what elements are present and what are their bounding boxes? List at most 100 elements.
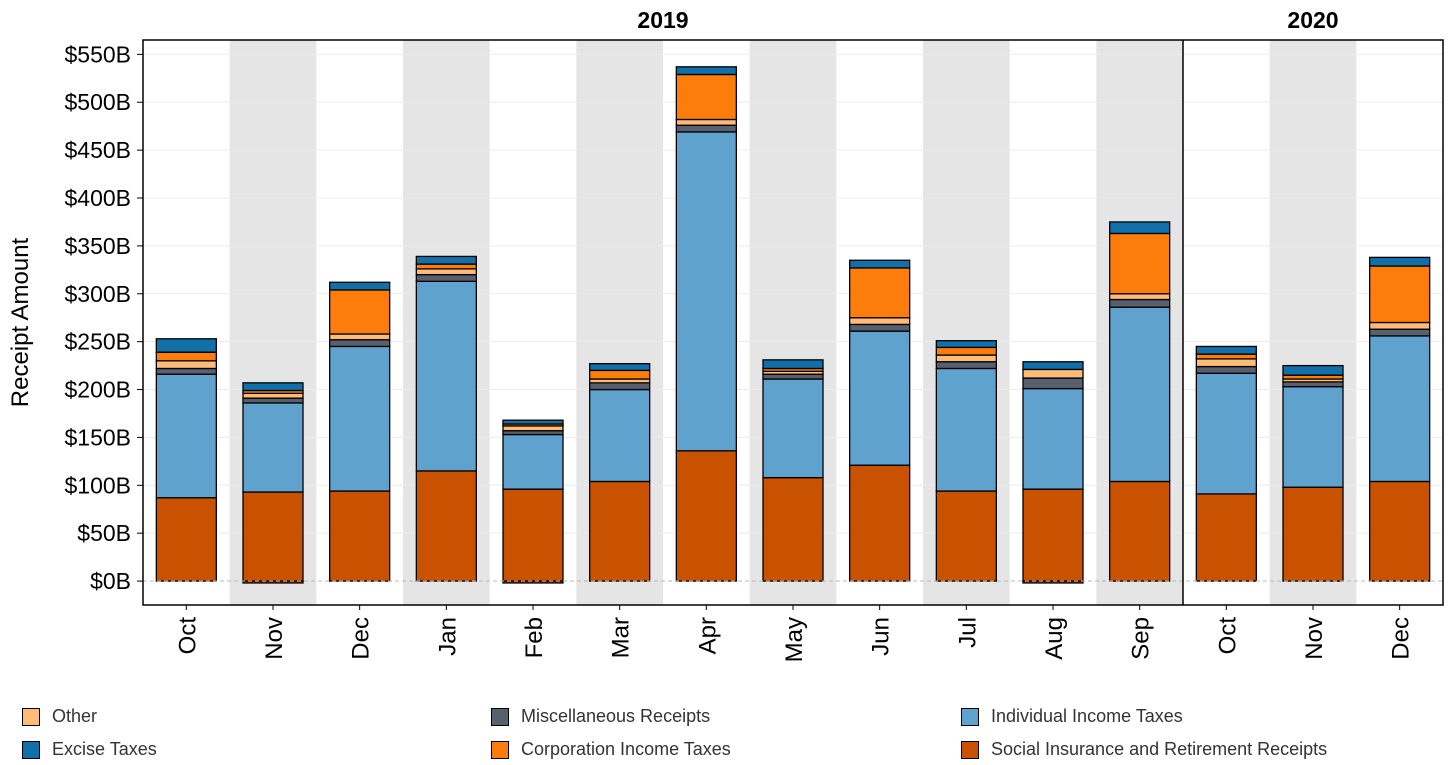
bar-segment bbox=[675, 118, 737, 126]
y-axis-label: Receipt Amount bbox=[7, 237, 34, 407]
x-tick-label: Dec bbox=[348, 617, 375, 660]
x-tick-label: Sep bbox=[1128, 617, 1155, 660]
bar-segment bbox=[1109, 293, 1171, 301]
bar-segment bbox=[242, 392, 304, 399]
legend-item-excise-taxes: Excise Taxes bbox=[22, 739, 157, 760]
bar-segment bbox=[675, 131, 737, 452]
bar-segment bbox=[1109, 221, 1171, 235]
bar-segment bbox=[849, 330, 911, 466]
legend-item-miscellaneous-receipts: Miscellaneous Receipts bbox=[491, 706, 710, 727]
bar-segment bbox=[675, 450, 737, 582]
legend-swatch-miscellaneous-receipts bbox=[491, 707, 509, 726]
bar-segment bbox=[1282, 386, 1344, 488]
bar-segment bbox=[762, 373, 824, 380]
y-tick-label: $300B bbox=[64, 281, 131, 307]
x-tick-label: Apr bbox=[694, 617, 721, 654]
bar-segment bbox=[1022, 488, 1084, 582]
bar-segment bbox=[415, 280, 477, 472]
bar-segment bbox=[329, 289, 391, 335]
legend-item-individual-income-taxes: Individual Income Taxes bbox=[961, 706, 1183, 727]
bar-segment bbox=[329, 345, 391, 492]
legend-item-other: Other bbox=[22, 706, 97, 727]
bar-segment bbox=[935, 490, 997, 582]
bar-segment bbox=[1282, 381, 1344, 388]
bar-segment bbox=[1109, 480, 1171, 582]
x-tick-label: Nov bbox=[1301, 617, 1328, 660]
year-label: 2020 bbox=[1287, 7, 1338, 33]
legend-label-social-insurance-and-retirement-receipts: Social Insurance and Retirement Receipts bbox=[991, 739, 1328, 759]
bar-segment bbox=[935, 367, 997, 492]
bar-segment bbox=[1022, 368, 1084, 379]
y-tick-label: $350B bbox=[64, 233, 131, 259]
bar-segment bbox=[675, 124, 737, 133]
bar-segment bbox=[155, 351, 217, 362]
bar-segment bbox=[242, 491, 304, 582]
x-tick-label: Oct bbox=[1214, 617, 1241, 655]
bar-segment bbox=[1195, 353, 1257, 360]
y-tick-label: $400B bbox=[64, 185, 131, 211]
bar-segment bbox=[1109, 298, 1171, 308]
bar-segment bbox=[1195, 493, 1257, 582]
bar-segment bbox=[155, 338, 217, 353]
bar-segment bbox=[849, 317, 911, 326]
bar-segment bbox=[1369, 265, 1431, 324]
bar-segment bbox=[329, 281, 391, 291]
bar-segment bbox=[1195, 358, 1257, 368]
bar-segment bbox=[849, 259, 911, 269]
bar-segment bbox=[935, 340, 997, 349]
legend-swatch-individual-income-taxes bbox=[961, 707, 979, 726]
bar-segment bbox=[849, 323, 911, 332]
y-tick-label: $500B bbox=[64, 89, 131, 115]
x-tick-label: Oct bbox=[174, 617, 201, 655]
bar-segment bbox=[329, 339, 391, 348]
bar-segment-negative bbox=[502, 580, 564, 584]
legend-label-excise-taxes: Excise Taxes bbox=[52, 739, 157, 759]
legend-label-individual-income-taxes: Individual Income Taxes bbox=[991, 706, 1183, 726]
bar-segment bbox=[1369, 328, 1431, 337]
legend-swatch-other bbox=[22, 707, 40, 726]
bar-segment bbox=[1022, 361, 1084, 371]
bar-segment bbox=[1022, 387, 1084, 490]
y-tick-label: $150B bbox=[64, 424, 131, 450]
bar-segment bbox=[1369, 321, 1431, 330]
bar-segment bbox=[1369, 256, 1431, 267]
bar-segment bbox=[1022, 377, 1084, 390]
bar-segment bbox=[589, 480, 651, 582]
bar-segment bbox=[1369, 335, 1431, 483]
bar-segment bbox=[155, 373, 217, 499]
legend-item-social-insurance-and-retirement-receipts: Social Insurance and Retirement Receipts bbox=[961, 739, 1327, 760]
bar-segment bbox=[1195, 365, 1257, 374]
bar-segment bbox=[935, 354, 997, 363]
bar-segment bbox=[675, 66, 737, 76]
bar-segment bbox=[415, 263, 477, 270]
bar-segment bbox=[1109, 232, 1171, 295]
bar-segment bbox=[935, 361, 997, 370]
bar-segment bbox=[502, 488, 564, 582]
x-tick-label: Feb bbox=[521, 617, 548, 658]
bar-segment bbox=[155, 497, 217, 582]
x-tick-label: Jun bbox=[868, 617, 895, 656]
x-tick-label: Aug bbox=[1041, 617, 1068, 660]
bar-segment bbox=[502, 419, 564, 425]
bar-segment bbox=[849, 464, 911, 582]
bar-segment bbox=[415, 273, 477, 282]
bar-segment bbox=[415, 255, 477, 265]
bar-segment bbox=[849, 267, 911, 319]
legend-item-corporation-income-taxes: Corporation Income Taxes bbox=[491, 739, 731, 760]
stacked-bar-chart: $0B $50B $100B $150B $200B $250B $300B $350B $40… bbox=[7, 7, 1444, 662]
x-tick-label: Mar bbox=[608, 617, 635, 658]
bar-segment bbox=[1195, 372, 1257, 495]
x-tick-label: Nov bbox=[261, 617, 288, 660]
bar-segment bbox=[415, 470, 477, 582]
bar-segment bbox=[1282, 486, 1344, 582]
bar-segment bbox=[935, 346, 997, 356]
bar-segment bbox=[502, 433, 564, 490]
bar-segment bbox=[675, 73, 737, 121]
x-tick-label: May bbox=[781, 617, 808, 662]
bar-segment bbox=[589, 382, 651, 391]
bar-segment bbox=[329, 490, 391, 582]
legend: Other Miscellaneous Receipts Individual … bbox=[0, 698, 1450, 760]
y-tick-label: $250B bbox=[64, 329, 131, 355]
bar-segment bbox=[502, 425, 564, 432]
